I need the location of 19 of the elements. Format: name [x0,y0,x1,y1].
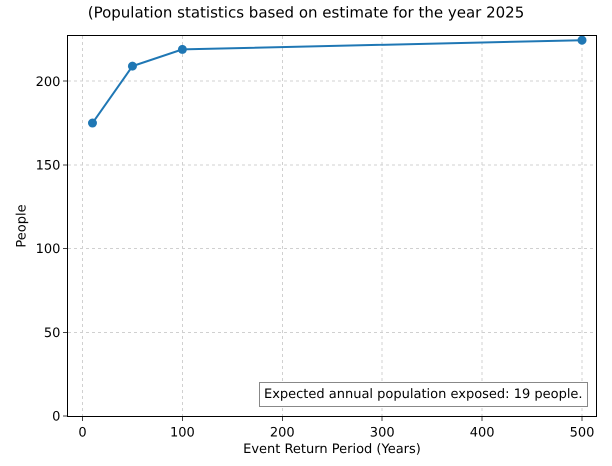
x-tick-label: 500 [570,426,594,441]
y-tick-label: 150 [36,158,60,174]
point [578,36,587,45]
x-tick-label: 100 [170,426,195,441]
y-axis-title: People [14,204,30,248]
y-tick-label: 200 [36,74,60,90]
x-axis-title: Event Return Period (Years) [243,442,421,458]
point [128,62,137,71]
x-tick-label: 0 [78,426,87,441]
chart-title: (Population statistics based on estimate for the year 2025 [88,3,524,22]
x-tick-label: 400 [470,426,495,441]
point [178,44,187,54]
x-tick-label: 200 [270,426,295,441]
y-tick-label: 100 [36,242,60,258]
annotation: Expected annual population exposed: 19 people. [264,387,583,402]
y-tick-label: 0 [52,410,60,425]
y-tick-label: 50 [44,326,60,341]
x-tick-label: 300 [370,426,395,441]
point [88,118,97,128]
